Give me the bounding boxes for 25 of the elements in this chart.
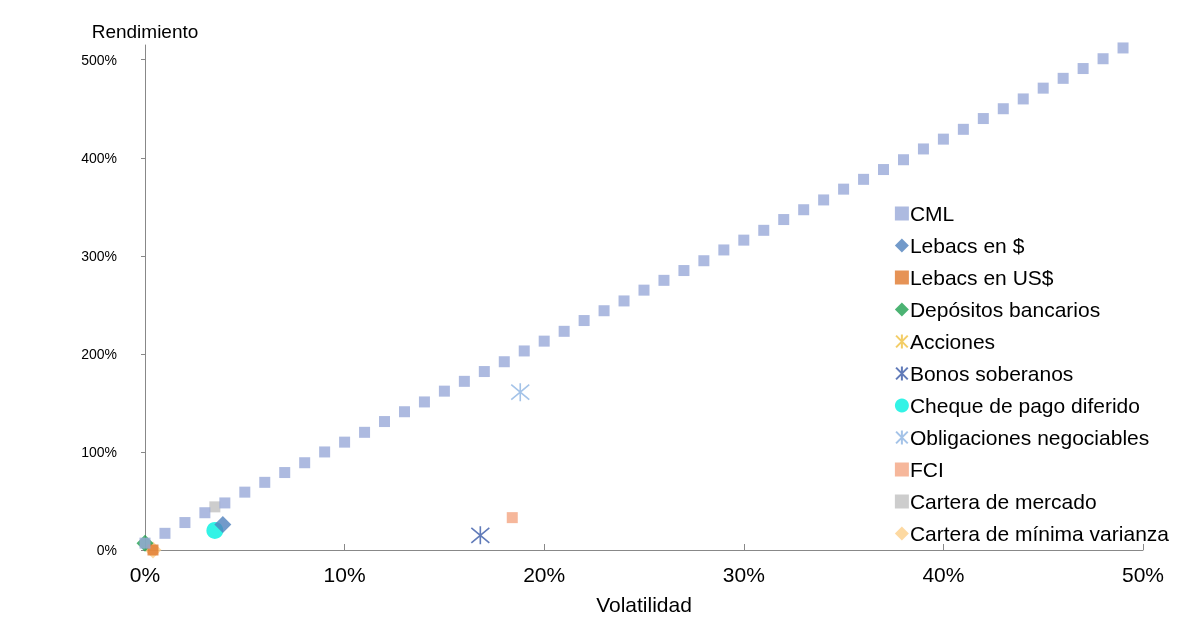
y-tick-label: 100% xyxy=(81,443,117,460)
x-tick-label: 10% xyxy=(323,563,366,586)
legend-label: Obligaciones negociables xyxy=(909,426,1150,449)
legend-label: Lebacs en $ xyxy=(909,234,1025,257)
legend-label: FCI xyxy=(909,458,944,481)
legend-label: Cartera de mercado xyxy=(909,490,1097,513)
x-tick-label: 40% xyxy=(922,563,965,586)
y-tick-label: 500% xyxy=(81,51,117,68)
x-axis-title: Volatilidad xyxy=(596,593,692,616)
x-tick-label: 20% xyxy=(523,563,566,586)
y-axis-title: Rendimiento xyxy=(91,21,199,42)
x-tick-label: 50% xyxy=(1121,563,1165,586)
legend-label: Depósitos bancarios xyxy=(909,298,1101,321)
legend-label: Acciones xyxy=(909,330,996,353)
y-tick-label: 200% xyxy=(81,345,117,362)
y-tick-label: 300% xyxy=(81,247,117,264)
legend-label: Lebacs en US$ xyxy=(909,266,1054,289)
legend-label: CML xyxy=(909,202,955,225)
x-tick-label: 30% xyxy=(722,563,765,586)
legend-label: Cartera de mínima varianza xyxy=(909,522,1170,545)
legend-label: Bonos soberanos xyxy=(909,362,1074,385)
y-tick-label: 400% xyxy=(81,149,117,166)
legend-label: Cheque de pago diferido xyxy=(909,394,1140,417)
y-tick-label: 0% xyxy=(96,542,117,558)
x-tick-label: 0% xyxy=(129,563,161,586)
